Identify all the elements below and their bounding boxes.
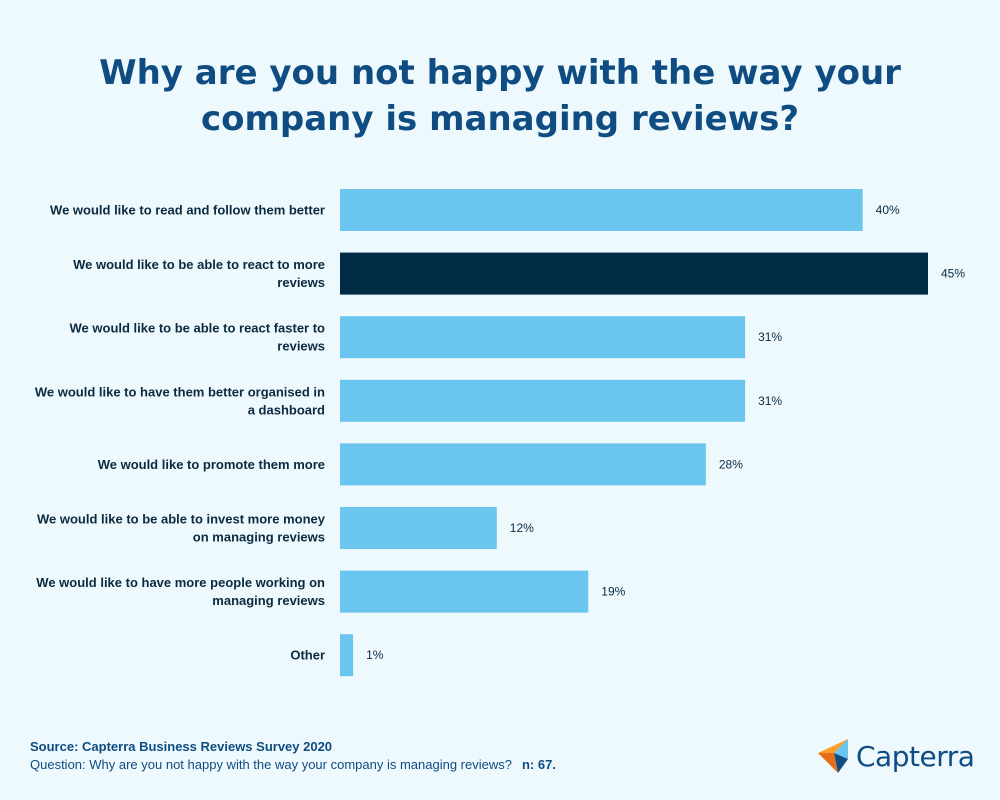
source-text: Source: Capterra Business Reviews Survey… [30, 739, 333, 754]
capterra-logo: Capterra [818, 738, 975, 774]
category-label-7: Other [290, 648, 325, 663]
category-label-4: We would like to promote them more [98, 457, 325, 472]
capterra-arrow-icon [818, 739, 848, 773]
bar-6 [340, 570, 589, 613]
chart-title: Why are you not happy with the way your … [0, 50, 1000, 142]
bar-2 [340, 316, 746, 359]
category-label-6: We would like to have more people workin… [36, 575, 325, 608]
value-label-4: 28% [719, 457, 743, 471]
footer: Source: Capterra Business Reviews Survey… [30, 738, 556, 774]
value-label-3: 31% [758, 394, 782, 408]
category-label-5: We would like to be able to invest more … [37, 512, 326, 545]
category-label-3: We would like to have them better organi… [35, 384, 325, 417]
value-label-0: 40% [876, 203, 900, 217]
question-label: Question: Why are you not happy with the… [30, 757, 512, 772]
value-label-2: 31% [758, 330, 782, 344]
category-label-0: We would like to read and follow them be… [50, 203, 325, 218]
bar-0 [340, 189, 863, 231]
question-text: Question: Why are you not happy with the… [30, 756, 556, 774]
category-label-2: We would like to be able to react faster… [70, 321, 326, 354]
value-label-1: 45% [941, 267, 965, 281]
logo-text: Capterra [856, 739, 975, 773]
bar-7 [340, 634, 354, 677]
bar-4 [340, 443, 706, 486]
bar-3 [340, 379, 746, 422]
bar-5 [340, 507, 497, 549]
title-line-2: company is managing reviews? [200, 99, 800, 139]
bar-1 [340, 252, 928, 295]
value-label-7: 1% [366, 648, 384, 662]
value-label-5: 12% [510, 521, 534, 535]
category-label-1: We would like to be able to react to mor… [73, 257, 325, 290]
title-line-1: Why are you not happy with the way your [99, 53, 901, 93]
bar-chart: 40% We would like to read and follow them… [35, 189, 965, 677]
value-label-6: 19% [601, 585, 625, 599]
sample-size: n: 67. [521, 757, 556, 772]
